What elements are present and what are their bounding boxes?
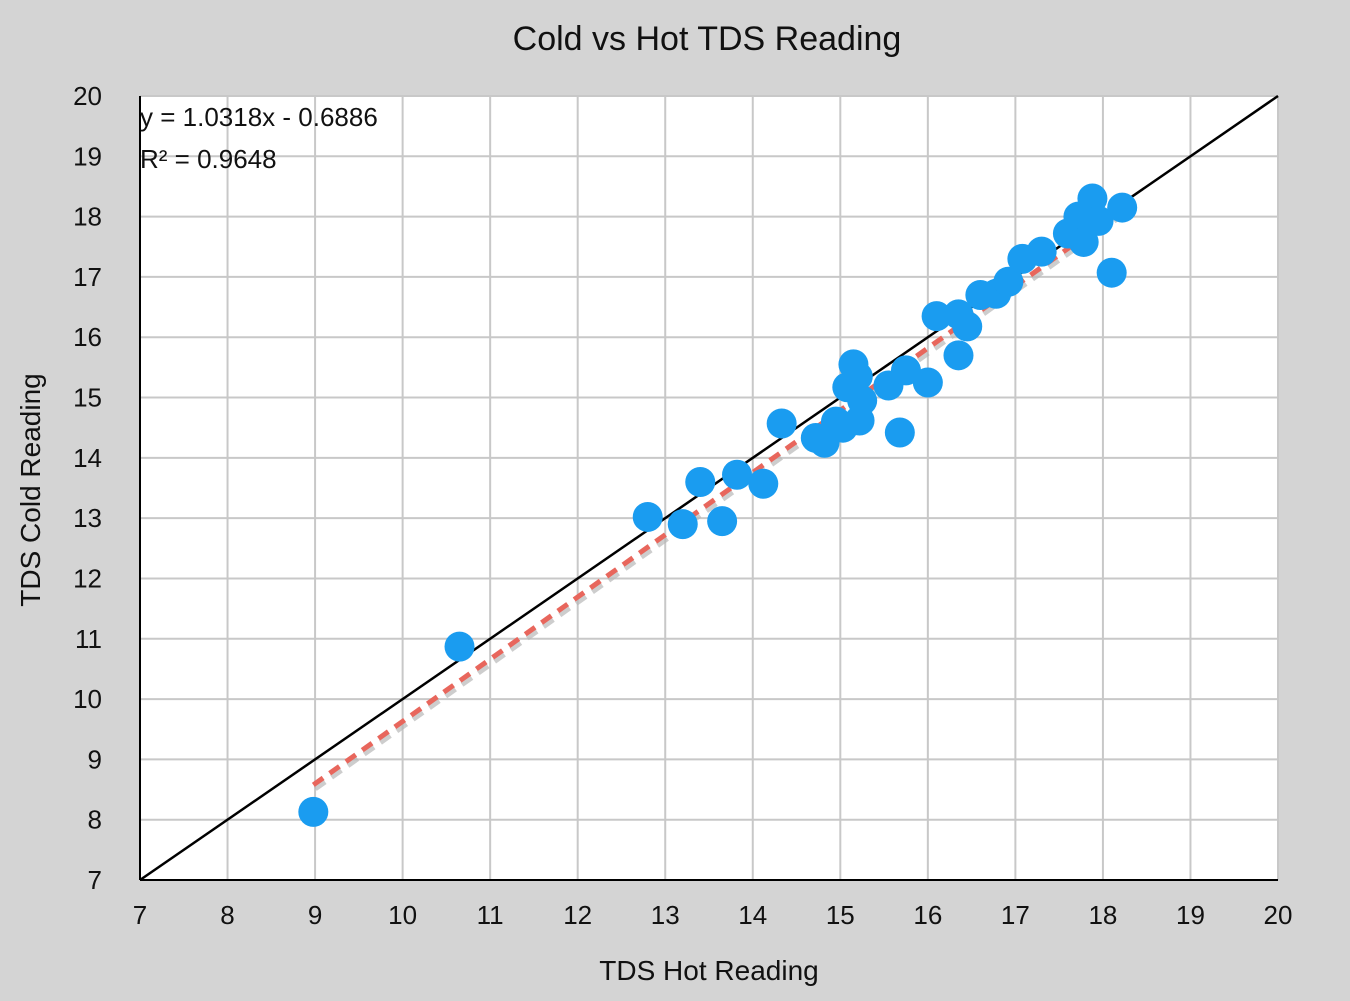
data-point	[844, 405, 875, 436]
y-axis-label: TDS Cold Reading	[15, 373, 46, 606]
x-tick-label: 8	[220, 900, 234, 930]
x-tick-label: 16	[913, 900, 942, 930]
data-point	[632, 501, 663, 532]
y-tick-label: 19	[73, 141, 102, 171]
data-point	[707, 506, 738, 537]
x-tick-label: 14	[738, 900, 767, 930]
y-tick-label: 15	[73, 383, 102, 413]
chart-title: Cold vs Hot TDS Reading	[513, 20, 902, 58]
data-point	[1068, 226, 1099, 257]
data-point	[921, 301, 952, 332]
x-tick-label: 11	[477, 900, 504, 930]
x-tick-label: 9	[308, 900, 322, 930]
x-tick-label: 19	[1176, 900, 1205, 930]
data-point	[993, 266, 1024, 297]
y-tick-label: 18	[73, 202, 102, 232]
y-tick-label: 12	[73, 563, 102, 593]
data-points	[298, 183, 1138, 827]
y-tick-label: 14	[73, 443, 102, 473]
data-point	[298, 796, 329, 827]
data-point	[1107, 192, 1138, 223]
data-point	[722, 459, 753, 490]
x-tick-label: 12	[563, 900, 592, 930]
data-point	[1096, 257, 1127, 288]
axes	[139, 96, 1278, 881]
data-point	[1083, 205, 1114, 236]
y-tick-label: 16	[73, 322, 102, 352]
data-point	[952, 311, 983, 342]
x-tick-label: 15	[826, 900, 855, 930]
x-tick-label: 7	[133, 900, 147, 930]
x-tick-label: 13	[651, 900, 680, 930]
x-tick-label: 10	[388, 900, 417, 930]
y-tick-label: 9	[88, 744, 102, 774]
trendline-equation: y = 1.0318x - 0.6886	[140, 102, 378, 132]
data-point	[766, 408, 797, 439]
y-tick-label: 20	[73, 81, 102, 111]
y-tick-label: 13	[73, 503, 102, 533]
data-point	[685, 466, 716, 497]
data-point	[842, 361, 873, 392]
trendline-shadow	[313, 211, 1126, 791]
y-tick-labels: 7 8 9 10 11 12 13 14 15 16 17 18 19 20	[73, 81, 102, 895]
y-tick-label: 8	[88, 805, 102, 835]
x-tick-labels: 7 8 9 10 11 12 13 14 15 16 17 18 19 20	[133, 900, 1293, 930]
data-point	[667, 509, 698, 540]
x-tick-label: 20	[1264, 900, 1293, 930]
y-tick-label: 17	[73, 262, 102, 292]
data-point	[884, 417, 915, 448]
data-point	[943, 340, 974, 371]
data-point	[1026, 236, 1057, 267]
data-point	[912, 367, 943, 398]
x-axis-label: TDS Hot Reading	[599, 955, 818, 986]
data-point	[748, 468, 779, 499]
data-point	[890, 355, 921, 386]
y-tick-label: 11	[75, 624, 102, 654]
data-point	[444, 631, 475, 662]
y-tick-label: 7	[88, 865, 102, 895]
x-tick-label: 18	[1088, 900, 1117, 930]
trendline-r-squared: R² = 0.9648	[140, 144, 277, 174]
x-tick-label: 17	[1001, 900, 1030, 930]
y-tick-label: 10	[73, 684, 102, 714]
